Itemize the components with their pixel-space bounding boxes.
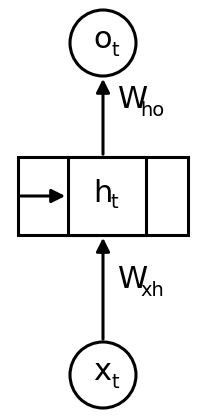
Text: x: x [93, 357, 111, 387]
Text: t: t [111, 194, 119, 212]
Text: W: W [118, 86, 148, 115]
Text: h: h [93, 178, 112, 207]
Text: o: o [93, 25, 111, 54]
Text: xh: xh [140, 280, 164, 300]
Bar [68, 157, 146, 235]
Text: t: t [112, 41, 120, 59]
Text: t: t [112, 372, 120, 392]
Bar [18, 157, 188, 235]
Text: W: W [118, 265, 148, 295]
Text: ho: ho [140, 100, 164, 120]
